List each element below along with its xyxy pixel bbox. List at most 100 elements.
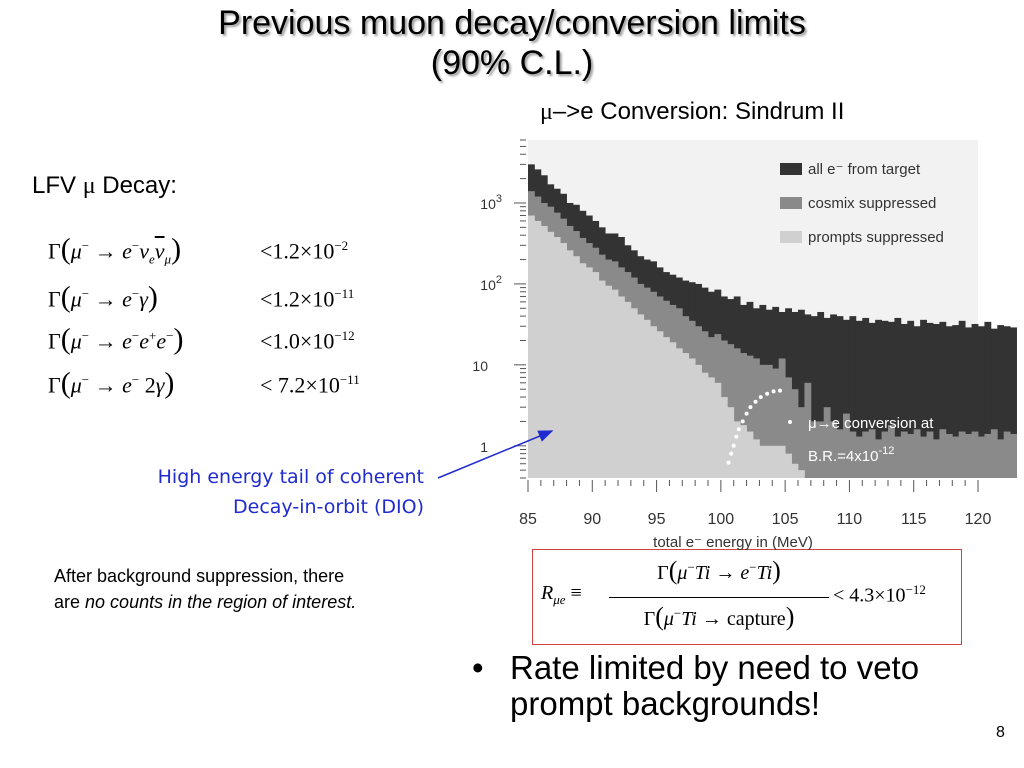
ratio-limit: < 4.3×10−12 [833,582,926,607]
histogram-bar-3 [778,445,786,478]
histogram-bar-3 [637,314,645,478]
histogram-bar-3 [553,236,561,478]
histogram-bar-3 [740,425,747,478]
ratio-numerator: Γ(μ−Ti → e−Ti) [657,556,781,585]
x-tick-label: 95 [648,511,666,528]
y-tick-label: 10 [472,358,488,374]
lfv-decay-title: LFV μ Decay: [32,172,177,200]
histogram-bar-3 [630,308,638,478]
note-italic: no counts in the region of interest. [85,592,357,612]
histogram-bar-2 [836,429,844,478]
legend-label: cosmix suppressed [808,195,936,212]
histogram-bar-1 [965,327,972,478]
note-prefix: are [54,592,86,612]
background-note-line2: are no counts in the region of interest. [54,592,356,613]
histogram-bar-2 [1003,431,1011,478]
decay-mode-e-gamma: Γ(μ− → e−γ) [48,280,158,314]
histogram-bar-1 [926,322,934,478]
histogram-bar-2 [817,421,825,478]
histogram-bar-2 [753,358,760,478]
histogram-bar-3 [708,377,715,478]
y-tick-exponent: 2 [496,274,502,286]
histogram-bar-1 [823,317,831,478]
histogram-bar-2 [855,436,863,478]
conversion-title-text: –>e Conversion: Sindrum II [552,98,845,125]
conversion-title: μ–>e Conversion: Sindrum II [540,98,844,126]
histogram-bar-2 [1010,433,1017,478]
histogram-bar-3 [746,431,754,478]
signal-point [748,405,753,410]
signal-point [731,443,736,448]
histogram-bar-3 [566,250,574,478]
histogram-bar-1 [933,323,940,478]
histogram-bar-3 [650,326,657,478]
histogram-bar-1 [997,325,1005,478]
histogram-bar-3 [695,364,702,478]
signal-point [753,399,758,404]
histogram-bar-2 [939,429,947,478]
limit-value: <1.2×10−11 [260,286,355,312]
y-tick-label: 103 [480,193,502,212]
histogram-bar-2 [868,429,876,478]
histogram-bar-2 [881,431,889,478]
x-tick-label: 120 [965,511,992,528]
limit-equation-1: Γ(μ− → e−νeνμ) <1.2×10−2 [48,228,408,266]
histogram-bar-2 [965,433,972,478]
y-tick-exponent: 3 [496,193,502,205]
histogram-bar-1 [978,326,985,478]
ratio-denominator: Γ(μ−Ti → capture) [643,602,795,631]
histogram-bar-3 [727,407,735,478]
limit-equation-3: Γ(μ− → e−e+e−) <1.0×10−12 [48,318,408,355]
histogram-bar-2 [733,348,741,478]
histogram-bar-3 [688,358,696,478]
x-tick-label: 85 [519,511,537,528]
slide-title-line1: Previous muon decay/conversion limits [218,4,806,42]
histogram-bar-3 [759,445,767,478]
histogram-bar-1 [990,328,998,478]
histogram-bar-2 [862,431,870,478]
histogram-bar-2 [958,431,966,478]
mu-symbol: μ [82,173,96,199]
histogram-bar-3 [733,421,741,478]
signal-legend-dot [788,420,792,424]
histogram-bar-1 [945,326,953,478]
histogram-bar-3 [598,280,606,478]
histogram-bar-3 [675,348,683,478]
histogram-bar-2 [913,429,921,478]
y-tick-label: 102 [480,274,502,293]
histogram-bar-3 [547,231,555,478]
limit-value: < 7.2×10−11 [260,372,360,398]
x-tick-label: 90 [583,511,601,528]
signal-point [729,451,734,456]
histogram-bar-2 [920,436,927,478]
histogram-bar-3 [791,463,799,478]
legend-swatch [780,197,802,209]
histogram-bar-2 [778,358,786,478]
histogram-bar-2 [746,355,754,478]
histogram-bar-2 [810,421,818,478]
histogram-bar-2 [971,431,979,478]
background-note-line1: After background suppression, there [54,566,345,586]
bullet-point: • Rate limited by need to veto prompt ba… [472,650,919,722]
histogram-bar-2 [791,389,799,478]
ratio-symbol: Rμe ≡ [541,582,582,607]
histogram-bar-2 [875,439,882,478]
limit-equation-2: Γ(μ− → e−γ) <1.2×10−11 [48,276,408,313]
histogram-bar-3 [720,397,728,478]
histogram-bar-1 [958,320,966,478]
histogram-bar-2 [830,421,837,478]
signal-point [778,388,782,393]
histogram-bar-1 [798,309,805,478]
bullet-text-line2: prompt backgrounds! [510,685,821,722]
histogram-bar-1 [836,316,844,478]
histogram-bar-3 [611,289,619,478]
decay-label: Decay: [95,172,177,199]
histogram-bar-2 [785,377,792,478]
histogram-bar-1 [939,321,947,478]
legend-swatch [780,231,802,243]
histogram-bar-3 [573,256,580,478]
histogram-bar-3 [540,225,548,478]
histogram-bar-3 [592,272,600,478]
histogram-bar-1 [907,320,915,478]
